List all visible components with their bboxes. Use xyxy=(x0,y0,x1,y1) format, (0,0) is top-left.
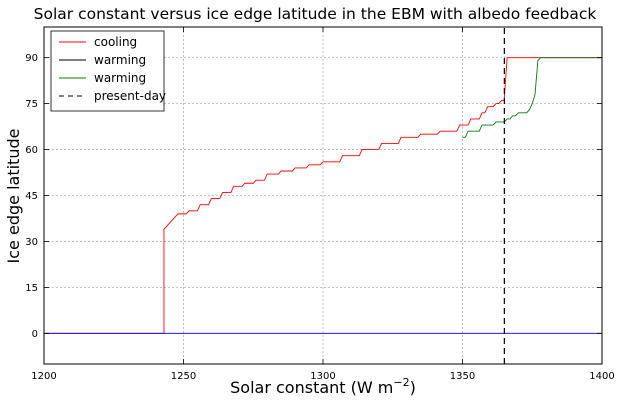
y-tick-label-0: 0 xyxy=(32,329,38,340)
series-warming-2 xyxy=(462,57,602,138)
axis-ticks: 1200 1250 1300 1350 1400 0 15 30 45 60 75 90 xyxy=(25,27,615,382)
legend-label-3: present-day xyxy=(94,89,166,103)
x-axis-label-exponent: −2 xyxy=(393,376,409,389)
legend: cooling warming warming present-day xyxy=(50,30,166,112)
legend-box xyxy=(50,30,165,112)
x-tick-label-1300: 1300 xyxy=(310,371,335,382)
series-cooling-0 xyxy=(44,57,602,334)
x-axis-label-main: Solar constant (W m xyxy=(230,378,393,397)
y-tick-label-15: 15 xyxy=(25,283,38,294)
y-tick-label-30: 30 xyxy=(25,237,38,248)
y-tick-label-45: 45 xyxy=(25,191,38,202)
y-axis-label: Ice edge latitude xyxy=(4,129,23,264)
y-tick-label-75: 75 xyxy=(25,99,38,110)
x-tick-label-1250: 1250 xyxy=(171,371,196,382)
legend-label-1: warming xyxy=(94,53,146,67)
x-tick-label-1200: 1200 xyxy=(31,371,56,382)
x-axis-label: Solar constant (W m−2) xyxy=(230,376,416,397)
plot-lines xyxy=(44,27,602,364)
y-tick-label-90: 90 xyxy=(25,53,38,64)
chart-title: Solar constant versus ice edge latitude … xyxy=(34,5,597,23)
x-tick-label-1350: 1350 xyxy=(450,371,475,382)
x-tick-label-1400: 1400 xyxy=(589,371,614,382)
y-tick-label-60: 60 xyxy=(25,145,38,156)
legend-label-2: warming xyxy=(94,71,146,85)
x-axis-label-tail: ) xyxy=(410,378,416,397)
legend-label-0: cooling xyxy=(94,35,137,49)
